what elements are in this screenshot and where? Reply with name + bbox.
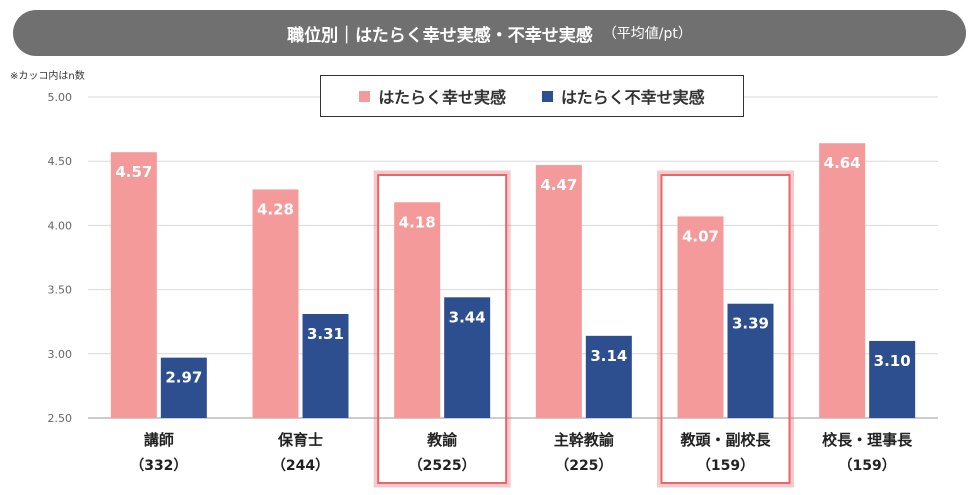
data-label-happy: 4.57	[115, 163, 152, 181]
legend-swatch-unhappy	[542, 90, 553, 102]
legend-label-unhappy: はたらく不幸せ実感	[561, 88, 705, 107]
x-category-label: 保育士	[277, 431, 323, 449]
x-n-label: （244）	[272, 458, 329, 474]
legend-item-happy: はたらく幸せ実感	[359, 84, 506, 108]
x-n-label: （159）	[839, 458, 896, 474]
legend-label-happy: はたらく幸せ実感	[378, 88, 506, 107]
y-tick-label: 3.00	[48, 348, 73, 361]
legend-item-unhappy: はたらく不幸せ実感	[542, 84, 705, 108]
bar-unhappy	[869, 340, 916, 418]
x-category-label: 講師	[144, 431, 174, 449]
bar-happy	[110, 152, 157, 418]
bar-happy	[252, 189, 299, 418]
y-tick-label: 4.50	[48, 155, 73, 168]
highlight-box-glow	[373, 170, 511, 488]
legend-swatch-happy	[359, 90, 371, 102]
data-label-unhappy: 3.39	[732, 315, 769, 333]
data-label-unhappy: 3.44	[449, 308, 486, 326]
bar-happy	[394, 202, 441, 418]
x-n-label: （159）	[697, 458, 754, 474]
bar-unhappy	[160, 357, 207, 418]
data-label-happy: 4.28	[257, 200, 294, 218]
y-tick-label: 2.50	[48, 412, 73, 425]
y-tick-label: 5.00	[48, 91, 73, 104]
data-label-unhappy: 3.14	[590, 347, 627, 365]
chart-title: 職位別｜はたらく幸せ実感・不幸せ実感	[287, 25, 593, 46]
bar-unhappy	[727, 303, 774, 418]
data-label-happy: 4.07	[682, 227, 719, 245]
data-label-unhappy: 3.31	[307, 325, 344, 343]
x-category-label: 教頭・副校長	[679, 431, 771, 449]
highlight-box	[660, 174, 791, 484]
highlight-box-glow	[657, 170, 794, 488]
x-n-label: （2525）	[409, 458, 476, 474]
x-n-label: （225）	[555, 458, 612, 474]
data-label-happy: 4.47	[540, 176, 577, 194]
y-tick-label: 3.50	[48, 284, 73, 297]
bar-unhappy	[444, 297, 491, 418]
chart-legend: はたらく幸せ実感 はたらく不幸せ実感	[320, 75, 744, 117]
x-n-label: （332）	[130, 458, 187, 474]
data-label-unhappy: 3.10	[874, 352, 911, 370]
highlight-box	[377, 174, 508, 484]
chart-title-unit: （平均値/pt）	[602, 26, 692, 42]
x-category-label: 教諭	[426, 431, 458, 449]
bar-happy	[535, 165, 582, 418]
data-label-happy: 4.64	[824, 154, 861, 172]
data-label-happy: 4.18	[399, 213, 436, 231]
bar-happy	[677, 216, 724, 418]
chart-title-bar: 職位別｜はたらく幸せ実感・不幸せ実感 （平均値/pt）	[13, 10, 966, 56]
x-category-label: 校長・理事長	[822, 431, 913, 449]
bar-happy	[819, 143, 866, 418]
bar-unhappy	[302, 313, 349, 418]
n-count-note: ※カッコ内はn数	[10, 71, 85, 82]
y-tick-label: 4.00	[48, 219, 73, 232]
x-category-label: 主幹教諭	[554, 431, 615, 449]
bar-unhappy	[585, 335, 632, 418]
data-label-unhappy: 2.97	[165, 369, 202, 387]
